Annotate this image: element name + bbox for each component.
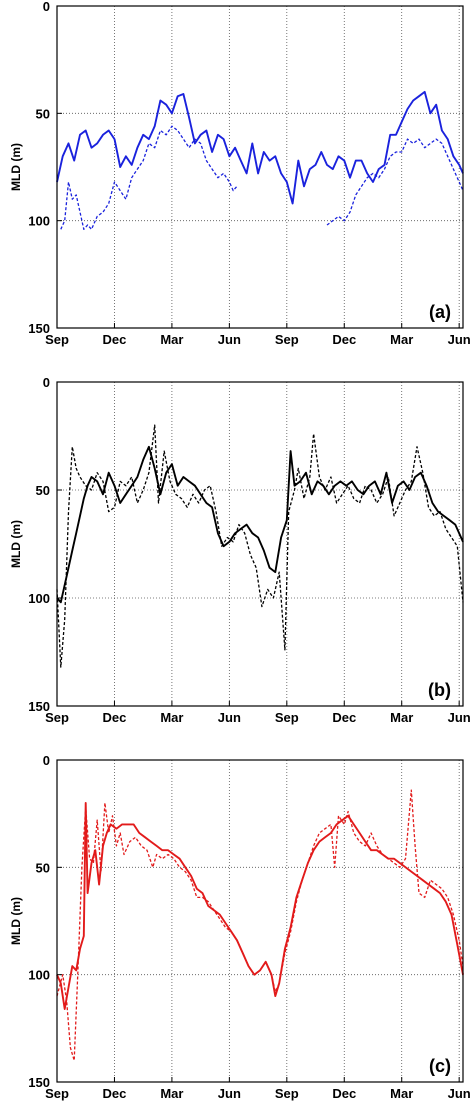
chart-panel-1: Sep Dec Mar Jun Sep Dec Mar Jun 0 50 100 150 MLD (m)… xyxy=(9,0,471,347)
dashed-series-line xyxy=(60,125,238,230)
y-tick-label: 50 xyxy=(36,106,50,121)
panel-label: (a) xyxy=(429,302,451,322)
x-tick-label: Jun xyxy=(218,710,241,725)
x-tick-label: Mar xyxy=(160,1086,183,1101)
y-axis-label: MLD (m) xyxy=(9,897,23,945)
x-tick-label: Sep xyxy=(45,710,69,725)
solid-series-line xyxy=(56,445,464,604)
dashed-series-line xyxy=(326,138,464,226)
x-tick-label: Mar xyxy=(160,332,183,347)
x-tick-label: Dec xyxy=(332,710,356,725)
dashed-series-line xyxy=(56,789,464,1062)
y-axis-label: MLD (m) xyxy=(9,143,23,191)
panel-label: (b) xyxy=(428,680,451,700)
x-tick-label: Jun xyxy=(448,710,471,725)
x-tick-label: Jun xyxy=(448,332,471,347)
y-tick-label: 0 xyxy=(43,753,50,768)
y-tick-label: 150 xyxy=(28,1075,50,1090)
y-tick-label: 100 xyxy=(28,214,50,229)
x-tick-label: Mar xyxy=(390,710,413,725)
x-tick-label: Mar xyxy=(160,710,183,725)
y-tick-label: 50 xyxy=(36,483,50,498)
axes-frame xyxy=(56,5,464,329)
y-axis-label: MLD (m) xyxy=(9,520,23,568)
axes-frame xyxy=(56,759,464,1083)
y-tick-label: 50 xyxy=(36,860,50,875)
solid-series-line xyxy=(56,90,464,205)
solid-series-line xyxy=(56,801,464,1010)
x-tick-label: Dec xyxy=(103,1086,127,1101)
x-tick-label: Sep xyxy=(275,710,299,725)
x-tick-label: Sep xyxy=(275,332,299,347)
y-tick-label: 0 xyxy=(43,375,50,390)
x-tick-label: Jun xyxy=(218,1086,241,1101)
x-tick-label: Mar xyxy=(390,332,413,347)
dashed-series-line xyxy=(56,424,464,668)
chart-panel-2: Sep Dec Mar Jun Sep Dec Mar Jun 0 50 100 150 MLD (m)… xyxy=(9,375,471,725)
panel-label: (c) xyxy=(429,1056,451,1076)
x-tick-label: Sep xyxy=(45,332,69,347)
x-tick-label: Sep xyxy=(275,1086,299,1101)
chart-panel-3: Sep Dec Mar Jun Sep Dec Mar Jun 0 50 100 150 MLD (m)… xyxy=(9,753,471,1101)
x-tick-label: Jun xyxy=(448,1086,471,1101)
x-tick-label: Dec xyxy=(332,332,356,347)
x-tick-label: Dec xyxy=(332,1086,356,1101)
x-tick-label: Sep xyxy=(45,1086,69,1101)
x-tick-label: Mar xyxy=(390,1086,413,1101)
y-tick-label: 150 xyxy=(28,699,50,714)
y-tick-label: 100 xyxy=(28,968,50,983)
y-tick-label: 150 xyxy=(28,321,50,336)
y-tick-label: 100 xyxy=(28,591,50,606)
x-tick-label: Dec xyxy=(103,710,127,725)
x-tick-label: Dec xyxy=(103,332,127,347)
axes-frame xyxy=(56,381,464,707)
x-tick-label: Jun xyxy=(218,332,241,347)
y-tick-label: 0 xyxy=(43,0,50,14)
